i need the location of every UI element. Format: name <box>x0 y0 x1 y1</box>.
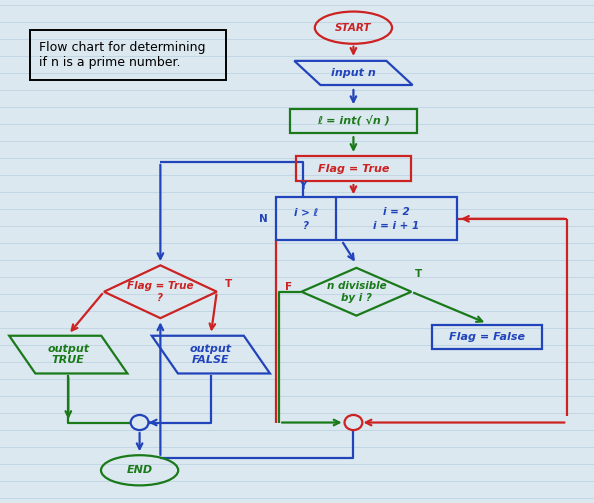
Text: output
FALSE: output FALSE <box>190 344 232 365</box>
Text: Flag = True: Flag = True <box>318 163 389 174</box>
Text: START: START <box>335 23 372 33</box>
Text: i = 2: i = 2 <box>383 207 410 217</box>
Text: i = i + 1: i = i + 1 <box>374 221 419 231</box>
Text: ℓ = int( √n ): ℓ = int( √n ) <box>317 116 390 126</box>
Text: Y: Y <box>299 181 307 191</box>
Text: Flow chart for determining
if n is a prime number.: Flow chart for determining if n is a pri… <box>39 41 205 69</box>
Text: T: T <box>225 279 232 289</box>
Text: input n: input n <box>331 68 376 78</box>
Text: T: T <box>415 269 422 279</box>
Text: END: END <box>127 465 153 475</box>
Text: N: N <box>259 214 267 224</box>
Text: Flag = False: Flag = False <box>449 332 525 342</box>
Text: n divisible
by i ?: n divisible by i ? <box>327 281 386 302</box>
Text: F: F <box>285 282 292 292</box>
Text: ?: ? <box>303 221 309 231</box>
Text: i > ℓ: i > ℓ <box>293 208 318 218</box>
Text: Flag = True
?: Flag = True ? <box>127 281 194 302</box>
Text: output
TRUE: output TRUE <box>48 344 89 365</box>
